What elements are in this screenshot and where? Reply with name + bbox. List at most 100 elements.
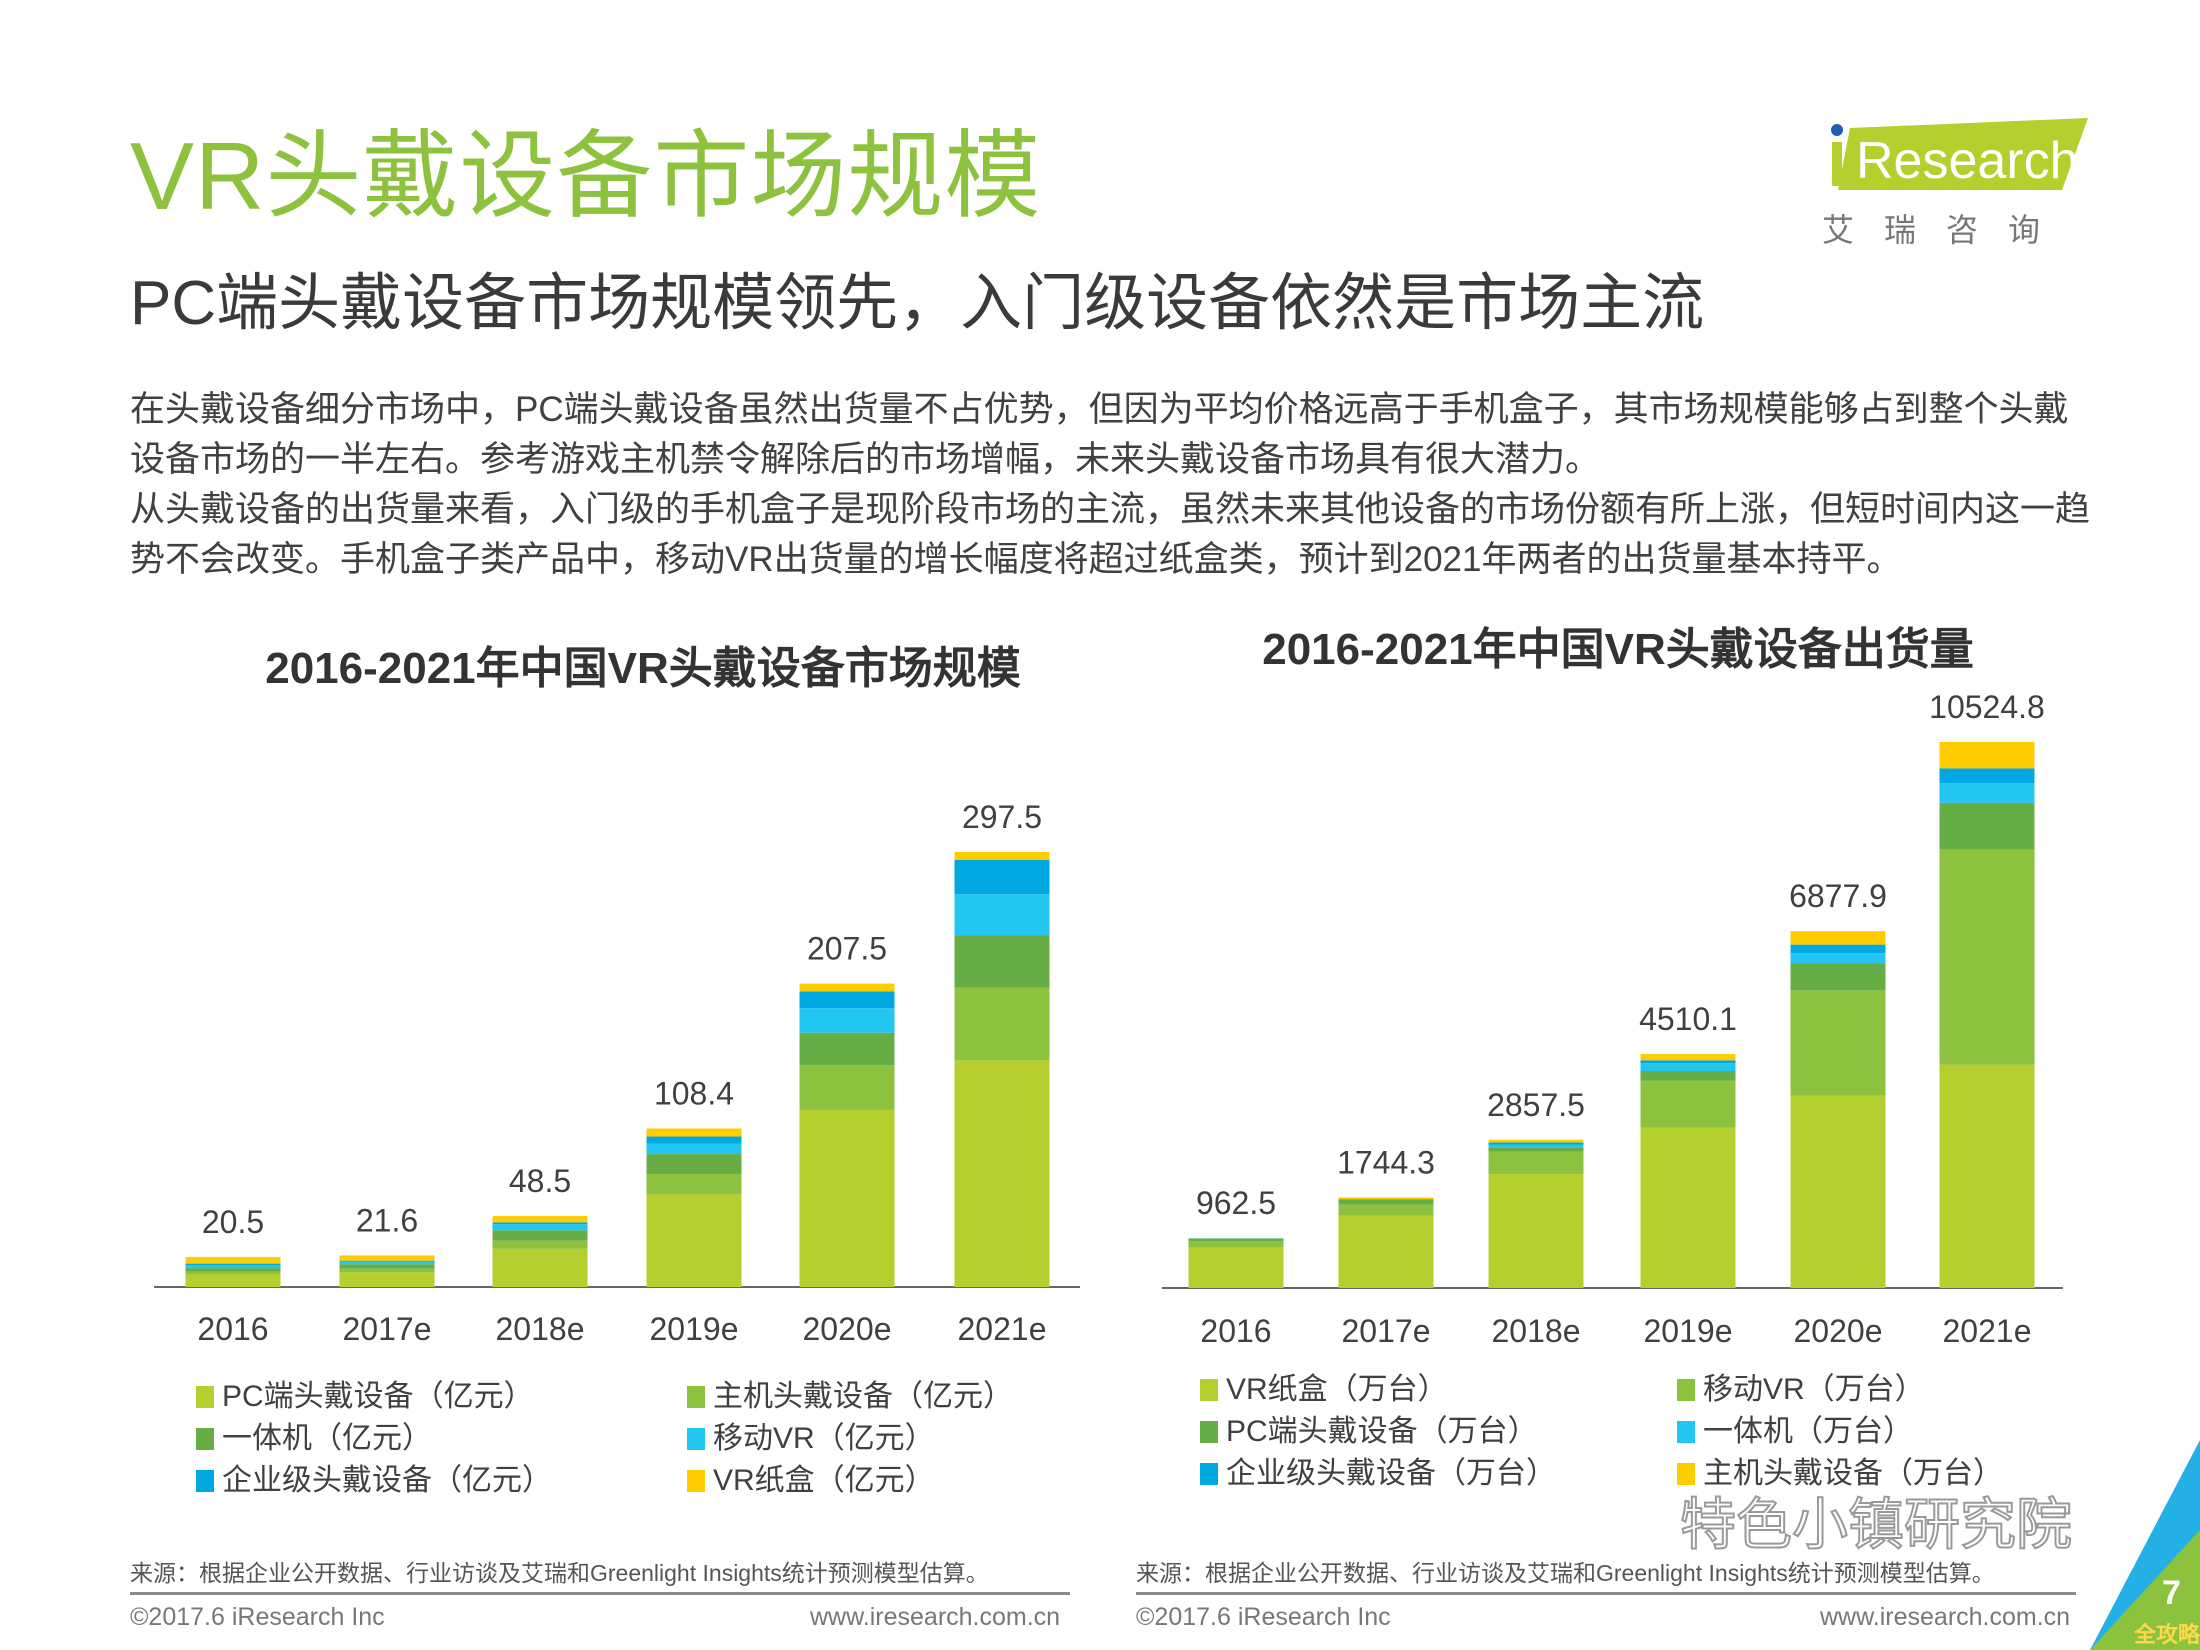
legend-label: VR纸盒（亿元）	[713, 1464, 935, 1497]
bar-segment	[1640, 1063, 1736, 1071]
legend-label: VR纸盒（万台）	[1226, 1373, 1448, 1406]
total-label: 108.4	[654, 1075, 734, 1111]
bar-segment	[1488, 1144, 1584, 1148]
bar-segment	[646, 1173, 742, 1195]
source-note-left: 来源：根据企业公开数据、行业访谈及艾瑞和Greenlight Insights统…	[130, 1560, 989, 1586]
legend-swatch	[687, 1386, 705, 1408]
x-tick-label: 2020e	[803, 1311, 892, 1347]
bar-segment	[1338, 1204, 1434, 1216]
bar-segment	[954, 894, 1050, 936]
bar-segment	[799, 991, 895, 1009]
bar-segment	[646, 1136, 742, 1144]
iresearch-logo: Research	[1830, 118, 2088, 190]
legend-item: 移动VR（亿元）	[687, 1422, 935, 1456]
bar-segment	[1640, 1080, 1736, 1128]
bar-segment	[1790, 931, 1886, 945]
total-label: 297.5	[962, 799, 1042, 835]
bar-segment	[1640, 1127, 1736, 1288]
legend-item: 一体机（万台）	[1677, 1415, 1913, 1449]
bar-segment	[1640, 1054, 1736, 1061]
legend-item: VR纸盒（万台）	[1200, 1373, 1448, 1407]
legend-label: 移动VR（亿元）	[713, 1422, 935, 1455]
bar-segment	[1640, 1070, 1736, 1081]
divider	[130, 1592, 1070, 1595]
badge-logo: 全攻略	[2134, 1622, 2200, 1647]
x-tick-label: 2019e	[650, 1311, 739, 1347]
bar-segment	[799, 1109, 895, 1287]
legend-item: 一体机（亿元）	[196, 1422, 432, 1456]
legend-swatch	[196, 1428, 214, 1450]
legend-item: PC端头戴设备（亿元）	[196, 1380, 534, 1414]
bar-segment	[799, 1065, 895, 1110]
website-right[interactable]: www.iresearch.com.cn	[1820, 1603, 2071, 1631]
bar-segment	[185, 1274, 281, 1287]
legend-item: 主机头戴设备（万台）	[1677, 1457, 2003, 1491]
bar-segment	[1338, 1215, 1434, 1288]
bar-segment	[799, 1008, 895, 1033]
website-left[interactable]: www.iresearch.com.cn	[810, 1603, 1061, 1631]
legend-item: 企业级头戴设备（亿元）	[196, 1464, 552, 1498]
x-tick-label: 2021e	[1943, 1313, 2032, 1349]
chart-title-shipments: 2016-2021年中国VR头戴设备出货量	[1262, 625, 1974, 674]
page-subtitle: PC端头戴设备市场规模领先，入门级设备依然是市场主流	[130, 269, 1705, 338]
legend-label: PC端头戴设备（万台）	[1226, 1415, 1538, 1448]
legend-swatch	[196, 1470, 214, 1492]
bar-segment	[339, 1255, 435, 1261]
legend-swatch	[687, 1428, 705, 1450]
logo-chinese-name: 艾瑞咨询	[1822, 212, 2071, 248]
legend-item: PC端头戴设备（万台）	[1200, 1415, 1538, 1449]
legend-label: 移动VR（万台）	[1703, 1373, 1925, 1406]
legend-swatch	[1200, 1463, 1218, 1485]
bar-segment	[339, 1261, 435, 1265]
page-title: VR头戴设备市场规模	[130, 123, 1042, 230]
bar-segment	[185, 1265, 281, 1269]
bar-segment	[1790, 990, 1886, 1096]
x-tick-label: 2017e	[343, 1311, 432, 1347]
legend-item: 移动VR（万台）	[1677, 1373, 1925, 1407]
bar-segment	[1338, 1197, 1434, 1200]
bar-segment	[954, 987, 1050, 1061]
legend-label: 主机头戴设备（万台）	[1703, 1457, 2003, 1490]
bar-segment	[1188, 1241, 1284, 1248]
legend-label: 企业级头戴设备（亿元）	[222, 1464, 552, 1497]
x-tick-label: 2021e	[958, 1311, 1047, 1347]
x-tick-label: 2018e	[1492, 1313, 1581, 1349]
bar-segment	[492, 1230, 588, 1241]
x-tick-label: 2018e	[496, 1311, 585, 1347]
bar-segment	[646, 1194, 742, 1287]
divider	[1136, 1592, 2076, 1595]
watermark: 特色小镇研究院	[1679, 1493, 2073, 1556]
source-note-right: 来源：根据企业公开数据、行业访谈及艾瑞和Greenlight Insights统…	[1136, 1560, 1995, 1586]
bar-segment	[185, 1257, 281, 1264]
bar-segment	[339, 1272, 435, 1287]
bar-segment	[1188, 1247, 1284, 1288]
bar-segment	[185, 1263, 281, 1266]
legend-label: 主机头戴设备（亿元）	[713, 1380, 1013, 1413]
svg-text:Research: Research	[1856, 132, 2079, 190]
bar-segment	[646, 1128, 742, 1137]
bar-segment	[1338, 1199, 1434, 1205]
bar-segment	[492, 1216, 588, 1223]
total-label: 2857.5	[1487, 1087, 1585, 1123]
legend-label: 企业级头戴设备（万台）	[1226, 1457, 1556, 1490]
bar-segment	[492, 1248, 588, 1287]
bar-segment	[1488, 1174, 1584, 1288]
copyright-left: ©2017.6 iResearch Inc	[130, 1603, 385, 1631]
legend-item: 主机头戴设备（亿元）	[687, 1380, 1013, 1414]
bar-segment	[492, 1222, 588, 1225]
bar-segment	[954, 852, 1050, 860]
bar-segment	[799, 983, 895, 992]
bar-segment	[1790, 963, 1886, 991]
total-label: 10524.8	[1929, 689, 2045, 725]
bar-segment	[954, 1060, 1050, 1287]
bar-segment	[339, 1268, 435, 1273]
bar-segment	[954, 859, 1050, 895]
bar-segment	[1939, 783, 2035, 803]
bar-segment	[1488, 1151, 1584, 1175]
legend-item: 企业级头戴设备（万台）	[1200, 1457, 1556, 1491]
bar-segment	[185, 1268, 281, 1272]
legend-swatch	[196, 1386, 214, 1408]
total-label: 962.5	[1196, 1185, 1276, 1221]
bar-segment	[492, 1240, 588, 1249]
legend-swatch	[1200, 1421, 1218, 1443]
